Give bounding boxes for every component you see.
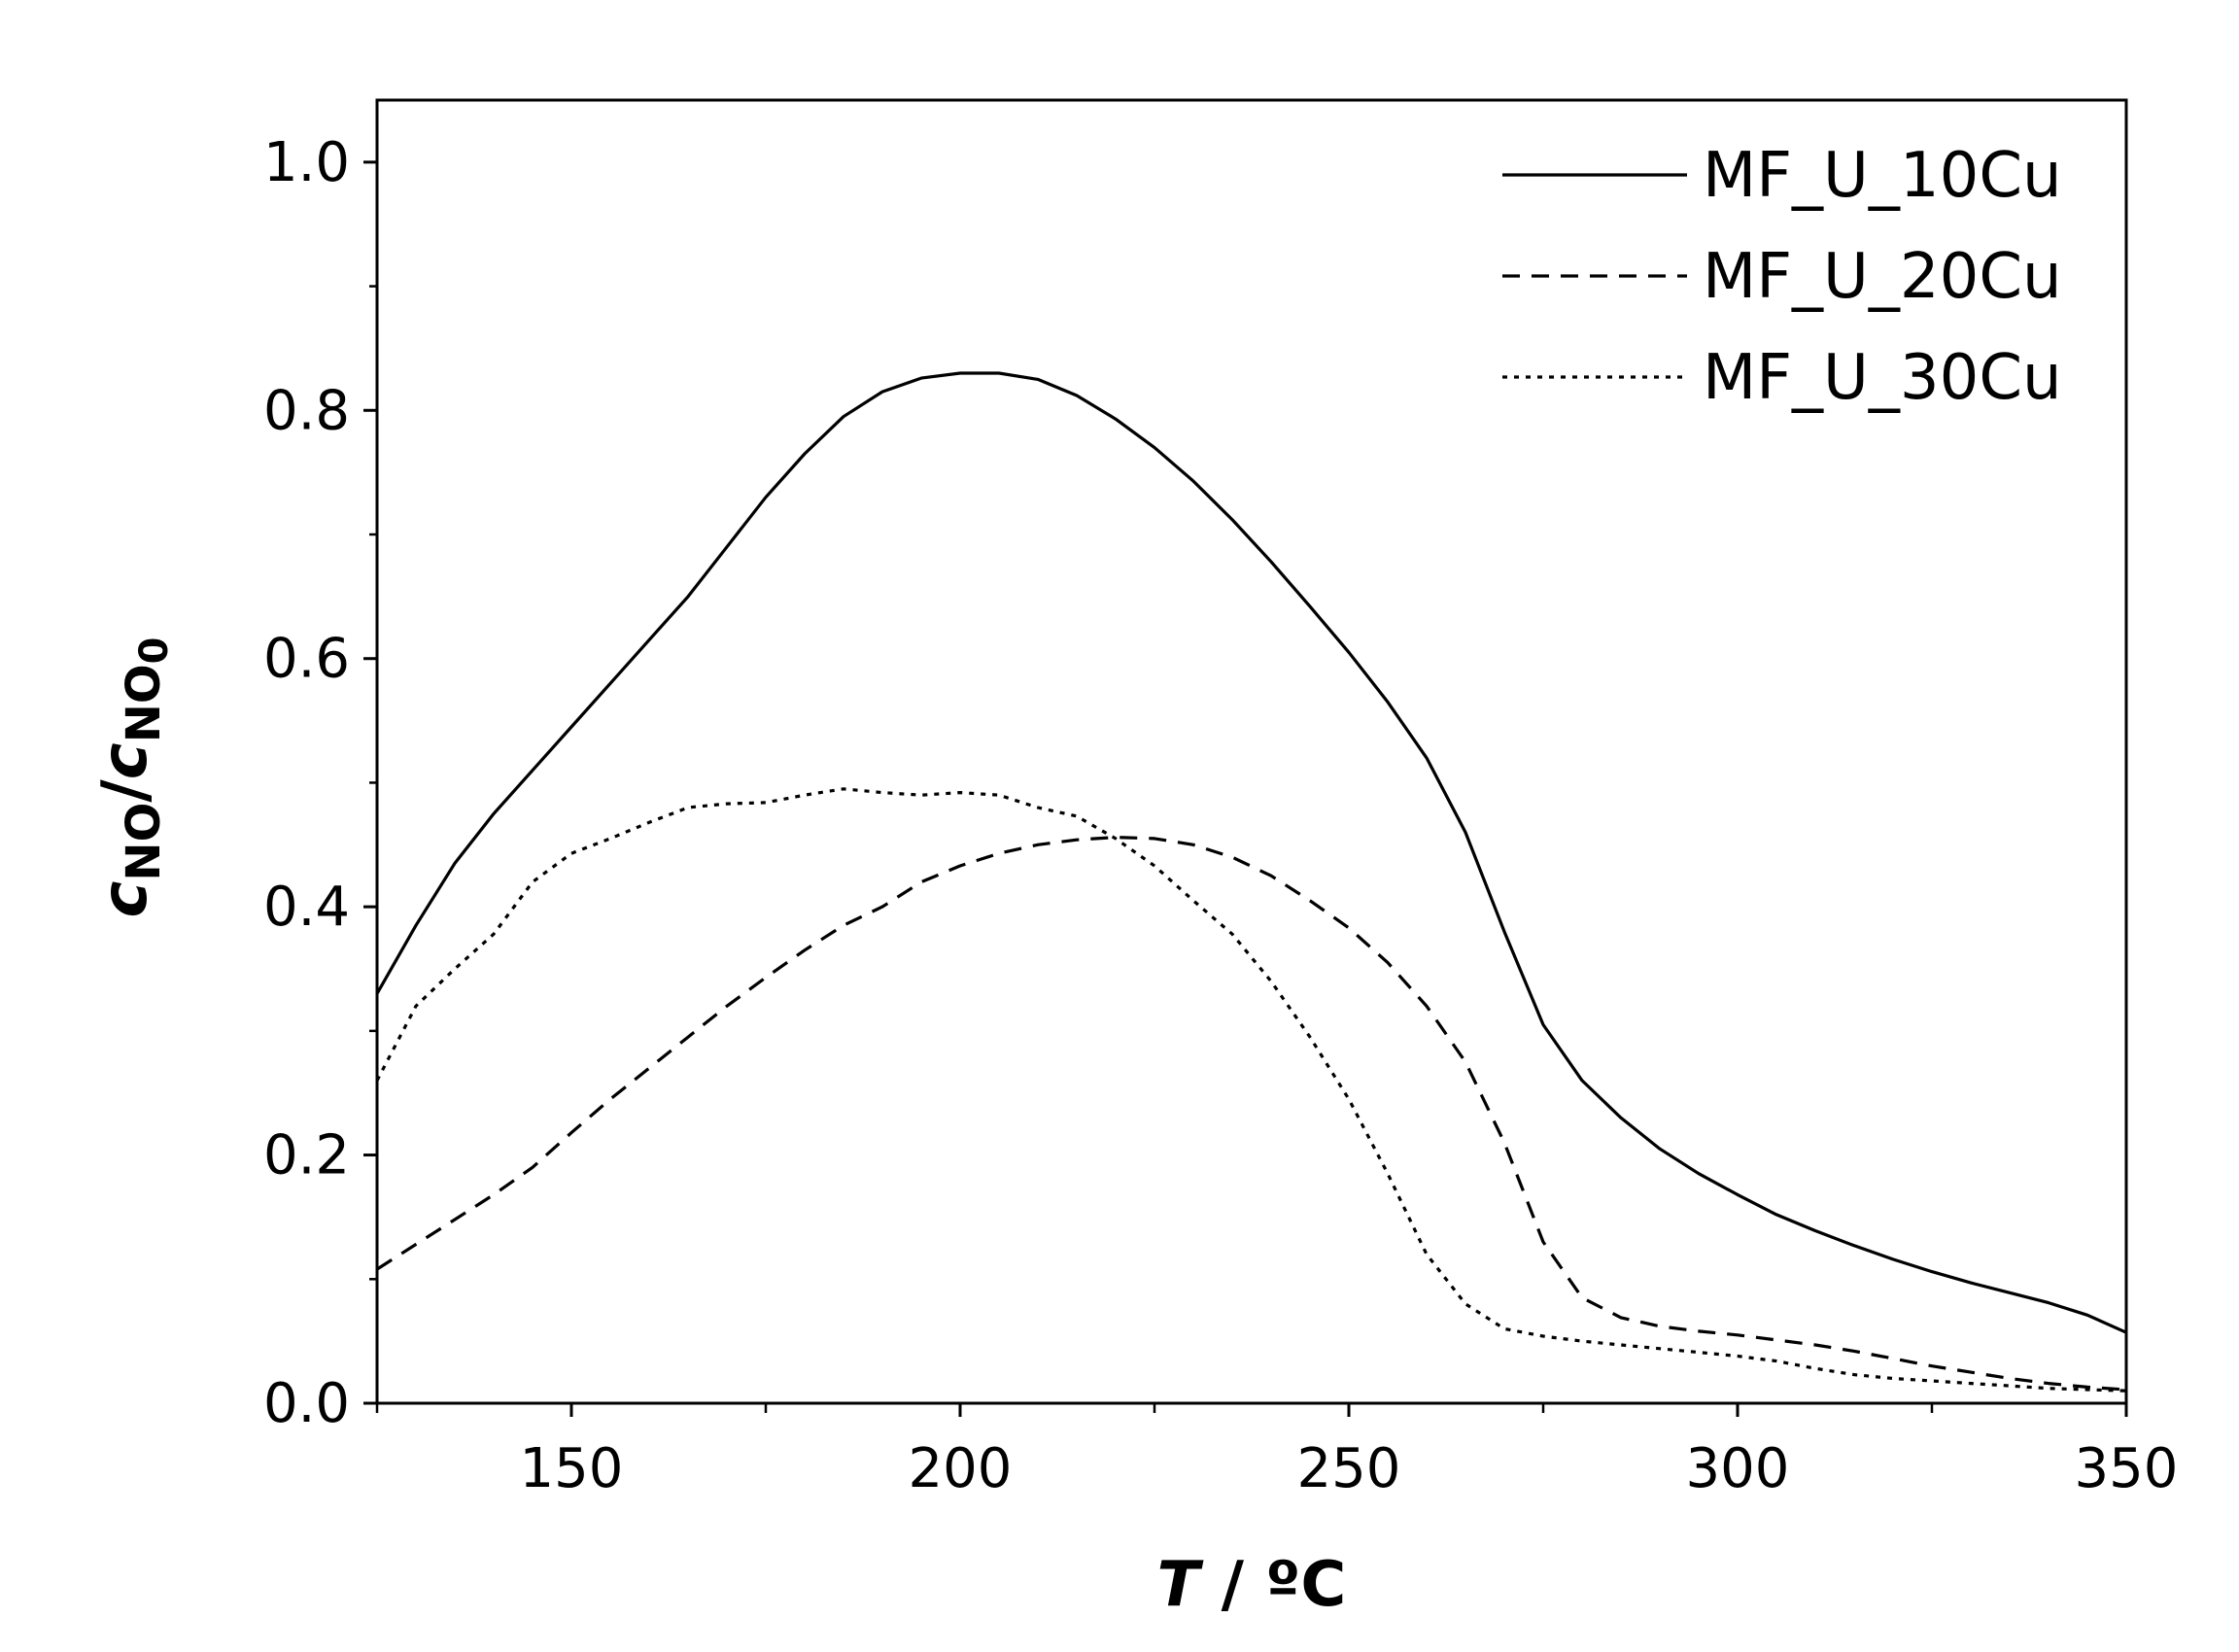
y-axis-title-sub1: NO (117, 803, 171, 881)
x-axis: 150 200 250 300 350 (375, 1403, 2179, 1500)
series-line-2 (375, 787, 2127, 1393)
plot-frame (375, 98, 2128, 1405)
y-tick-label: 0.4 (263, 876, 350, 939)
y-tick-label: 0.2 (263, 1124, 350, 1187)
y-axis-title-c1: c (89, 881, 161, 918)
legend-label: MF_U_10Cu (1703, 140, 2062, 212)
y-axis-title: cNO/cNO0 (89, 637, 177, 917)
y-axis-title-slash: / (89, 779, 161, 803)
x-axis-title: T / ºC (1157, 1549, 1347, 1621)
y-axis-title-c2: c (89, 742, 161, 779)
series-layer (375, 371, 2127, 1393)
x-tick-label: 300 (1686, 1437, 1790, 1500)
y-axis-title-sub2: NO (117, 664, 171, 742)
series-line-1 (376, 835, 2127, 1392)
x-tick-label: 150 (520, 1437, 624, 1500)
x-tick-label: 350 (2075, 1437, 2179, 1500)
x-axis-title-symbol: T (1157, 1549, 1204, 1621)
x-axis-title-unit: / ºC (1199, 1549, 1346, 1621)
legend: MF_U_10Cu MF_U_20Cu MF_U_30Cu (1502, 140, 2062, 414)
y-axis-title-subsub2: 0 (132, 637, 177, 664)
y-tick-label: 0.6 (263, 628, 350, 691)
x-tick-label: 250 (1297, 1437, 1401, 1500)
y-tick-label: 0.0 (263, 1372, 350, 1435)
x-tick-label: 200 (909, 1437, 1013, 1500)
y-tick-label: 0.8 (263, 379, 350, 442)
y-tick-label: 1.0 (263, 131, 350, 194)
legend-label: MF_U_20Cu (1703, 241, 2062, 313)
y-axis: 0.0 0.2 0.4 0.6 0.8 1.0 (263, 131, 377, 1435)
legend-label: MF_U_30Cu (1703, 342, 2062, 414)
series-line-0 (375, 371, 2127, 1334)
